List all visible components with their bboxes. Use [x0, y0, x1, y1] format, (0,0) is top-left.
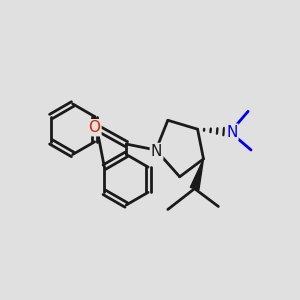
Text: N: N [226, 125, 237, 140]
Text: O: O [88, 120, 101, 135]
Text: N: N [151, 144, 162, 159]
Polygon shape [190, 159, 203, 190]
